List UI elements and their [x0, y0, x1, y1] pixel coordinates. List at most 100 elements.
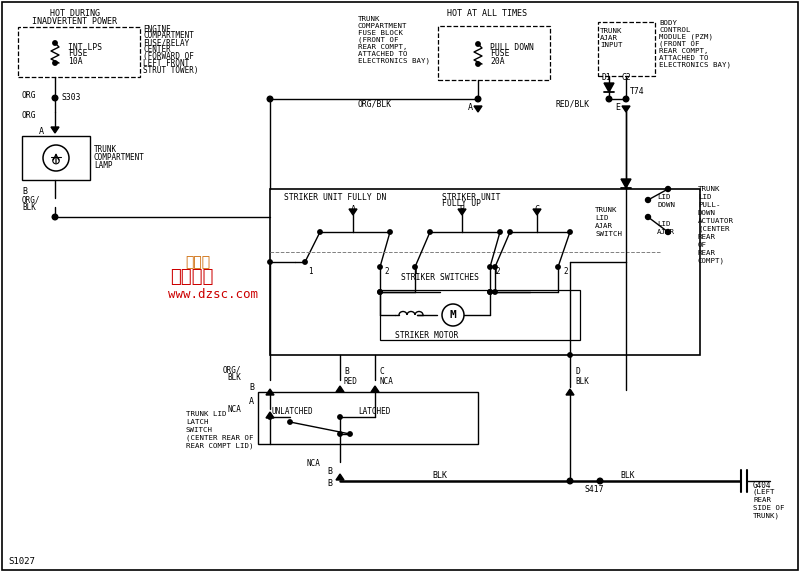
Text: C: C: [534, 205, 539, 214]
Text: AJAR: AJAR: [595, 223, 613, 229]
Text: S1027: S1027: [8, 558, 35, 566]
Polygon shape: [621, 179, 631, 188]
Text: A: A: [249, 398, 254, 407]
Text: C: C: [379, 367, 384, 376]
Text: 2: 2: [496, 268, 500, 276]
Text: TRUNK: TRUNK: [698, 186, 721, 192]
Text: BLK: BLK: [227, 374, 241, 383]
Polygon shape: [474, 106, 482, 112]
Text: RED: RED: [344, 376, 358, 386]
Text: 10A: 10A: [68, 57, 82, 66]
Text: STRIKER SWITCHES: STRIKER SWITCHES: [401, 273, 479, 283]
Circle shape: [318, 230, 322, 234]
Text: BLK: BLK: [433, 471, 447, 479]
Circle shape: [568, 230, 572, 234]
Polygon shape: [266, 412, 274, 418]
Circle shape: [488, 265, 492, 269]
Text: (FRONT OF: (FRONT OF: [358, 37, 398, 43]
Text: CONTROL: CONTROL: [659, 27, 690, 33]
Circle shape: [567, 478, 573, 484]
Circle shape: [488, 290, 492, 294]
Text: INADVERTENT POWER: INADVERTENT POWER: [33, 18, 118, 26]
Text: NCA: NCA: [306, 459, 320, 468]
Text: STRIKER UNIT: STRIKER UNIT: [442, 193, 501, 201]
Text: (LEFT: (LEFT: [753, 488, 775, 495]
Circle shape: [413, 265, 418, 269]
Text: (FORWARD OF: (FORWARD OF: [143, 53, 194, 62]
Text: FUSE/RELAY: FUSE/RELAY: [143, 38, 190, 47]
Text: 找芯片: 找芯片: [185, 255, 210, 269]
Circle shape: [338, 432, 342, 436]
Text: STRIKER UNIT FULLY DN: STRIKER UNIT FULLY DN: [284, 193, 386, 201]
Circle shape: [267, 96, 273, 102]
Bar: [380, 290, 580, 340]
Circle shape: [338, 415, 342, 419]
Text: ACTUATOR: ACTUATOR: [698, 218, 734, 224]
Text: LID: LID: [657, 194, 670, 200]
Text: FUSE BLOCK: FUSE BLOCK: [358, 30, 403, 36]
Text: ORG/: ORG/: [22, 196, 41, 205]
Text: B: B: [327, 467, 332, 476]
Text: ELECTRONICS BAY): ELECTRONICS BAY): [358, 58, 430, 64]
Text: LID: LID: [698, 194, 711, 200]
Text: ORG/: ORG/: [222, 366, 241, 375]
Text: TRUNK: TRUNK: [358, 16, 381, 22]
Circle shape: [623, 96, 629, 102]
Text: 2: 2: [564, 268, 568, 276]
Text: TRUNK): TRUNK): [753, 513, 780, 519]
Text: A: A: [468, 104, 473, 113]
Text: STRUT TOWER): STRUT TOWER): [143, 66, 198, 76]
Text: REAR COMPT,: REAR COMPT,: [659, 48, 709, 54]
Text: ENGINE: ENGINE: [143, 25, 170, 34]
Text: (CENTER REAR OF: (CENTER REAR OF: [186, 435, 254, 441]
Text: ORG: ORG: [22, 92, 37, 101]
Text: COMPARTMENT: COMPARTMENT: [94, 153, 145, 162]
Circle shape: [476, 62, 480, 66]
Text: REAR: REAR: [698, 234, 716, 240]
Polygon shape: [622, 106, 630, 112]
Text: PULL DOWN: PULL DOWN: [490, 42, 534, 51]
Text: BLK: BLK: [575, 376, 589, 386]
Text: A: A: [39, 128, 44, 137]
Text: REAR COMPT,: REAR COMPT,: [358, 44, 407, 50]
Polygon shape: [604, 83, 614, 92]
Circle shape: [666, 186, 670, 192]
Polygon shape: [336, 386, 344, 392]
Circle shape: [378, 290, 382, 294]
Text: SIDE OF: SIDE OF: [753, 505, 785, 511]
Circle shape: [288, 420, 292, 424]
Circle shape: [378, 290, 382, 294]
Text: D: D: [575, 367, 580, 376]
Circle shape: [556, 265, 560, 269]
Text: AJAR: AJAR: [657, 229, 675, 235]
Polygon shape: [533, 209, 541, 215]
Text: HOT DURING: HOT DURING: [50, 10, 100, 18]
Circle shape: [302, 260, 307, 264]
Polygon shape: [336, 474, 344, 480]
Text: M: M: [450, 310, 456, 320]
Text: C2: C2: [621, 73, 630, 82]
Text: 维库一下: 维库一下: [170, 268, 214, 286]
Polygon shape: [349, 209, 357, 215]
Text: RED/BLK: RED/BLK: [556, 100, 590, 109]
Text: E: E: [615, 104, 620, 113]
Text: LAMP: LAMP: [94, 161, 113, 170]
Text: SWITCH: SWITCH: [186, 427, 213, 433]
Polygon shape: [51, 127, 59, 133]
Circle shape: [53, 41, 58, 45]
Circle shape: [646, 214, 650, 220]
Circle shape: [268, 415, 272, 419]
Text: CENTER: CENTER: [143, 46, 170, 54]
Circle shape: [646, 197, 650, 202]
Text: FUSE: FUSE: [68, 50, 87, 58]
Text: ATTACHED TO: ATTACHED TO: [358, 51, 407, 57]
Text: S303: S303: [62, 93, 82, 102]
Text: ELECTRONICS BAY): ELECTRONICS BAY): [659, 62, 731, 68]
Circle shape: [476, 42, 480, 46]
Text: www.dzsc.com: www.dzsc.com: [168, 288, 258, 300]
Bar: [22, 136, 90, 180]
Text: PULL-: PULL-: [698, 202, 721, 208]
Circle shape: [268, 260, 272, 264]
Circle shape: [666, 229, 670, 235]
Text: TRUNK: TRUNK: [595, 207, 618, 213]
